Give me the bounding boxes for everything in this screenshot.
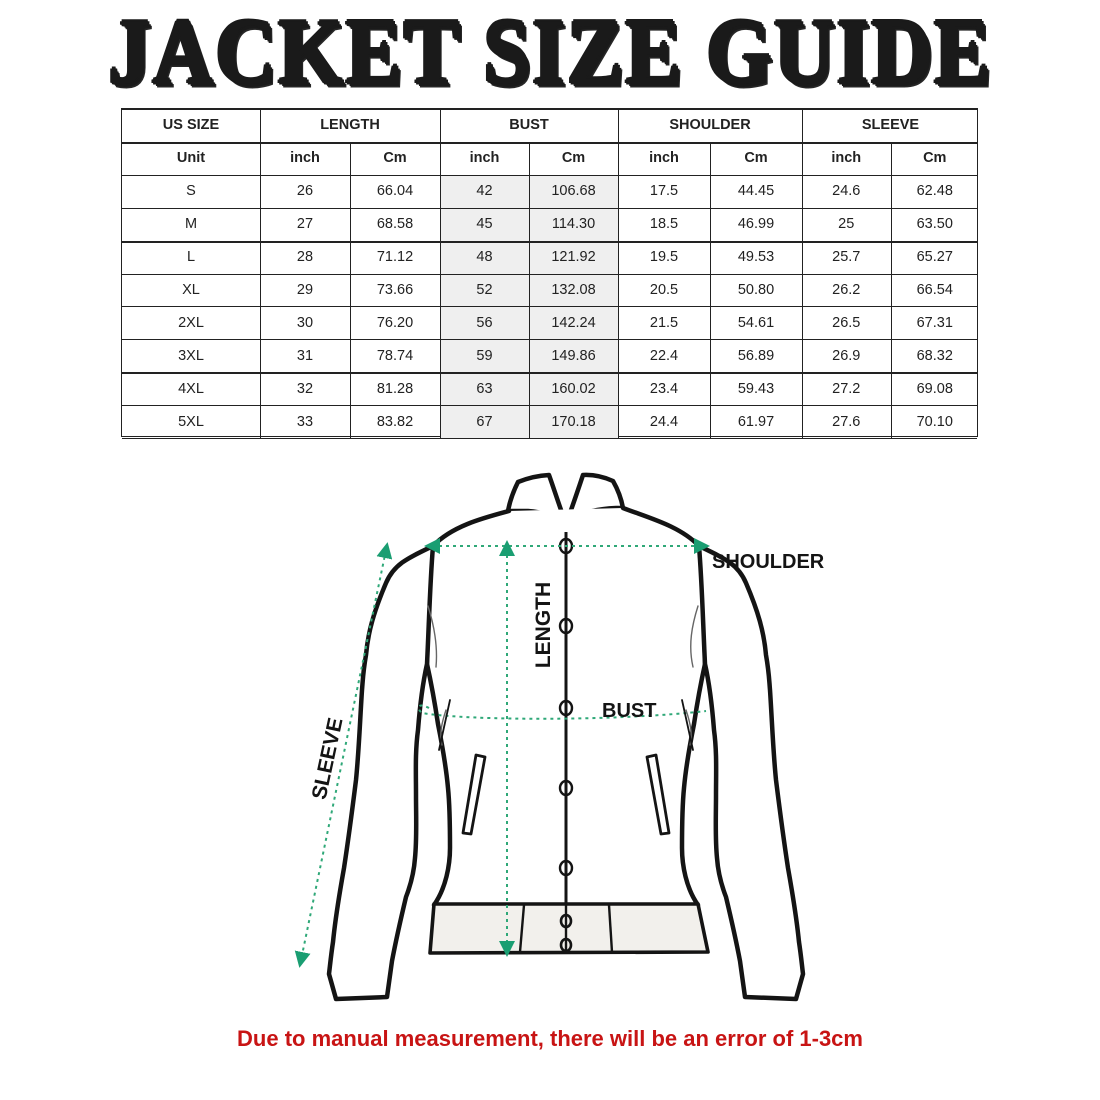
svg-text:BUST: BUST <box>602 700 656 722</box>
svg-text:LENGTH: LENGTH <box>532 582 555 668</box>
svg-text:SHOULDER: SHOULDER <box>712 551 825 573</box>
svg-text:SLEEVE: SLEEVE <box>308 716 348 802</box>
